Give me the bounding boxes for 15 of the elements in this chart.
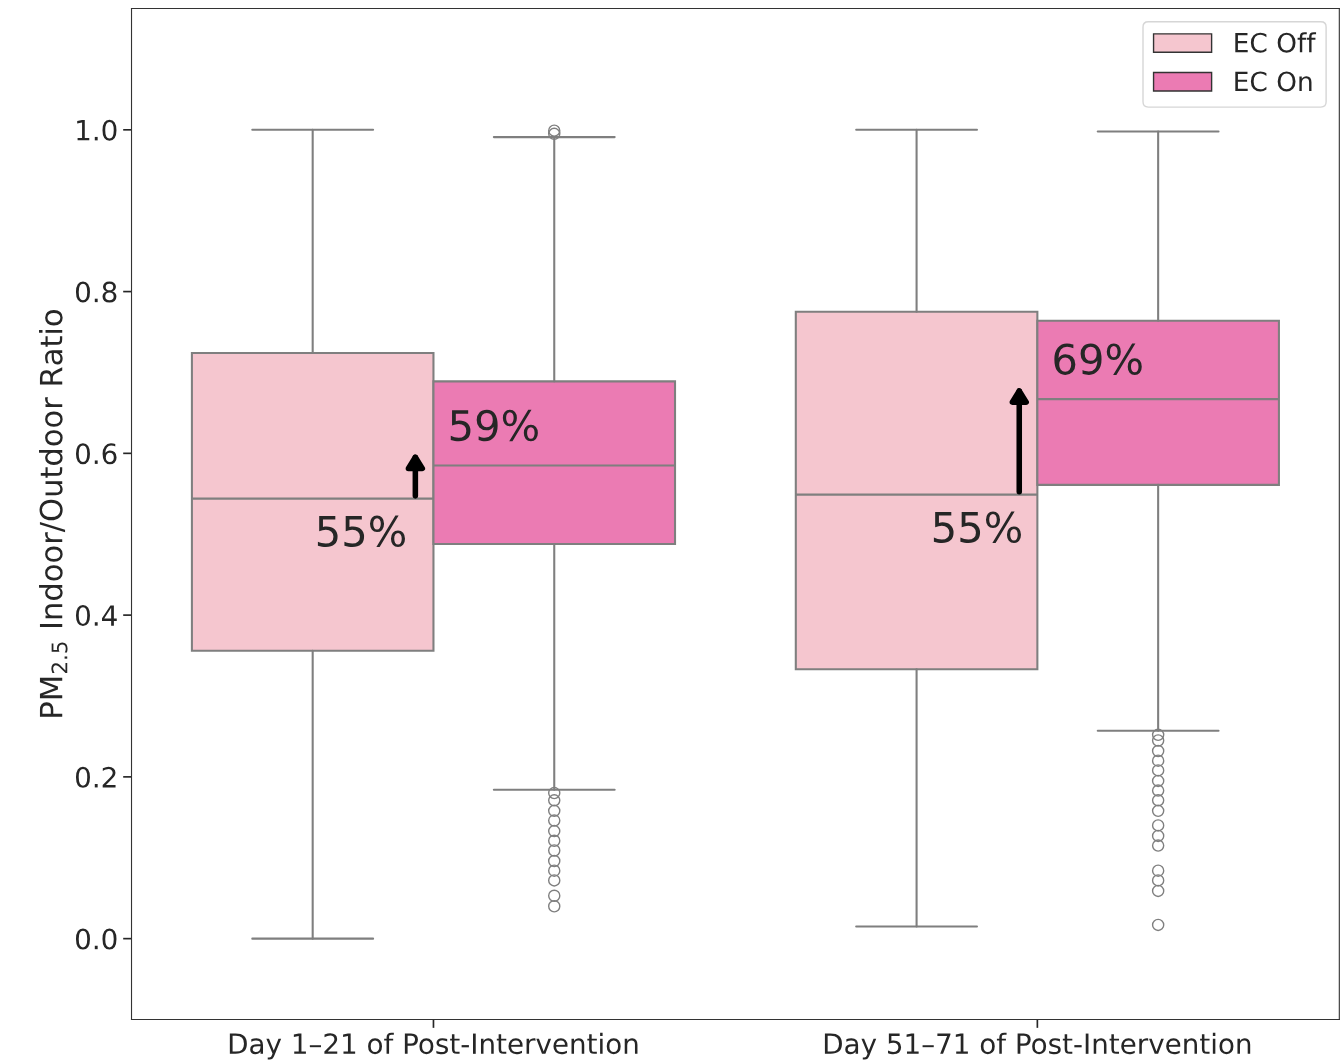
annotation: 69% — [1054, 343, 1142, 375]
y-tick-label: 0.4 — [75, 605, 117, 627]
y-tick-label: 0.6 — [75, 443, 117, 465]
legend-label: EC Off — [1235, 32, 1317, 53]
y-tick-label: 0.8 — [75, 281, 117, 303]
x-tick-label: Day 51–71 of Post-Intervention — [824, 1032, 1251, 1060]
annotation: 55% — [317, 515, 405, 548]
x-tick-label: Day 1–21 of Post-Intervention — [229, 1032, 638, 1060]
annotation: 59% — [450, 409, 538, 442]
y-tick-label: 0.2 — [75, 766, 116, 788]
y-tick-label: 1.0 — [77, 119, 117, 141]
y-axis-title: PM$_{2.5}$ Indoor/Outdoor Ratio — [39, 310, 68, 717]
legend-label: EC On — [1235, 71, 1312, 92]
y-tick-label: 0.0 — [75, 928, 117, 950]
annotation: 55% — [933, 511, 1021, 544]
